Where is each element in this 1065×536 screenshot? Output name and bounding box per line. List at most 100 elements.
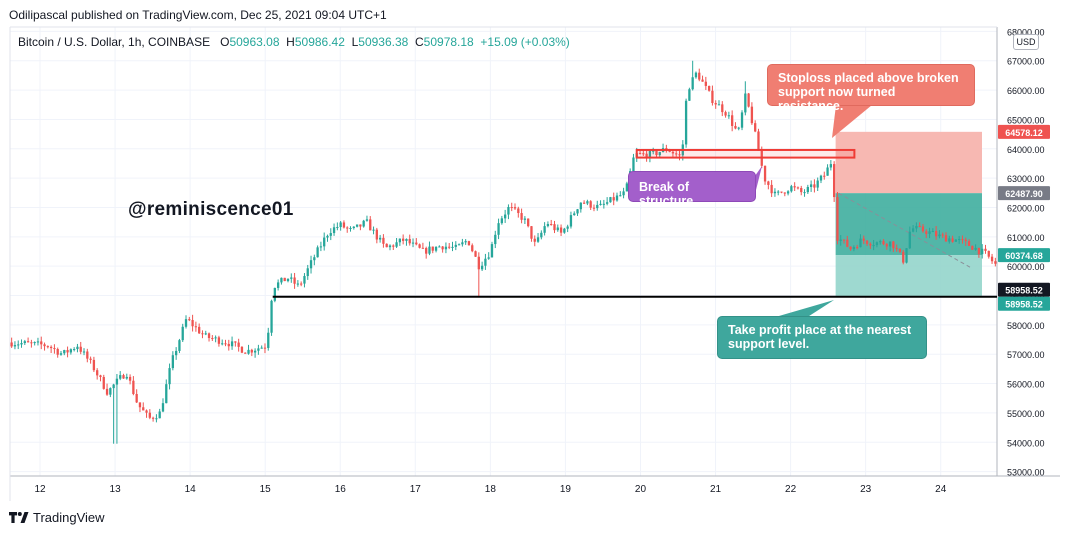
candle-body: [612, 197, 615, 201]
candle-body: [586, 201, 589, 204]
high-label: H: [286, 35, 295, 49]
candle-body: [49, 346, 53, 349]
low-value: 50936.38: [358, 35, 409, 49]
candle-body: [579, 202, 582, 210]
close-value: 50978.18: [423, 35, 474, 49]
candle-body: [615, 195, 619, 201]
candle-body: [879, 241, 882, 243]
candle-body: [655, 150, 658, 156]
candle-body: [171, 355, 175, 369]
candle-body: [852, 247, 856, 250]
candle-body: [767, 181, 770, 185]
candle-body: [155, 418, 158, 420]
candle-body: [691, 77, 694, 90]
candle-body: [513, 207, 517, 209]
candle-body: [464, 241, 467, 243]
candle-body: [688, 89, 691, 101]
candle-body: [737, 127, 740, 129]
candle-body: [119, 375, 122, 379]
time-tick-label: 24: [935, 484, 947, 495]
candle-body: [76, 346, 79, 350]
time-tick-label: 16: [335, 484, 347, 495]
candle-body: [777, 191, 780, 193]
candle-body: [520, 213, 523, 220]
candle-body: [303, 276, 306, 284]
candle-body: [987, 250, 990, 257]
candle-body: [388, 245, 392, 248]
candle-body: [234, 341, 237, 343]
candle-body: [507, 207, 510, 215]
candle-body: [300, 283, 303, 285]
candle-body: [484, 258, 487, 266]
candle-body: [158, 411, 161, 419]
candle-body: [823, 175, 826, 177]
candle-body: [355, 224, 359, 227]
candle-body: [684, 100, 688, 145]
price-tick-label: 66000.00: [1007, 86, 1045, 96]
candle-body: [977, 247, 981, 255]
time-tick-label: 18: [485, 484, 497, 495]
symbol-info-line: Bitcoin / U.S. Dollar, 1h, COINBASE O509…: [18, 35, 570, 49]
candle-body: [402, 238, 405, 241]
candle-body: [395, 242, 398, 247]
published-line: Odilipascal published on TradingView.com…: [9, 8, 387, 22]
candle-body: [842, 239, 846, 241]
candle-body: [112, 384, 115, 389]
candle-body: [964, 239, 967, 242]
candle-body: [365, 219, 369, 221]
candle-body: [431, 246, 434, 251]
broken-support-box: [635, 148, 856, 159]
candle-body: [734, 125, 737, 129]
candle-body: [839, 239, 842, 241]
candle-body: [99, 375, 102, 377]
candle-body: [905, 248, 908, 263]
candle-body: [803, 192, 806, 194]
candle-body: [510, 207, 513, 209]
candle-body: [326, 235, 329, 238]
symbol-name[interactable]: Bitcoin / U.S. Dollar, 1h, COINBASE: [18, 35, 211, 49]
candle-body: [694, 72, 698, 78]
candle-body: [780, 191, 783, 193]
candle-body: [721, 104, 724, 113]
price-tick-label: 58000.00: [1007, 321, 1045, 331]
candle-body: [102, 376, 105, 389]
candle-body: [477, 256, 480, 270]
candle-body: [494, 234, 497, 245]
candle-body: [480, 265, 484, 270]
candle-body: [961, 239, 964, 241]
candle-body: [382, 237, 385, 244]
price-tick-label: 60000.00: [1007, 262, 1045, 272]
candle-body: [553, 224, 556, 231]
candle-body: [33, 342, 36, 344]
candle-body: [869, 243, 872, 246]
candle-body: [471, 245, 474, 252]
tradingview-logo-icon: [9, 511, 29, 523]
candle-body: [362, 220, 365, 227]
candle-body: [806, 187, 809, 193]
candle-body: [826, 167, 829, 176]
candle-body: [576, 209, 579, 214]
price-tick-label: 55000.00: [1007, 409, 1045, 419]
currency-badge[interactable]: USD: [1013, 34, 1039, 50]
candle-body: [704, 81, 707, 86]
candle-body: [283, 277, 286, 282]
candle-body: [872, 245, 875, 247]
candle-body: [540, 232, 543, 238]
candle-body: [89, 358, 92, 360]
candle-body: [717, 104, 721, 106]
price-tick-label: 64000.00: [1007, 145, 1045, 155]
time-tick-label: 23: [860, 484, 872, 495]
candle-body: [744, 93, 747, 113]
candle-body: [902, 251, 905, 263]
candle-body: [921, 226, 925, 232]
candle-body: [747, 93, 750, 107]
price-tick-label: 53000.00: [1007, 468, 1045, 478]
candle-body: [543, 226, 546, 233]
footer-brand[interactable]: TradingView: [9, 510, 105, 525]
candle-body: [135, 393, 138, 403]
candle-body: [740, 112, 744, 128]
candle-body: [316, 247, 319, 258]
candle-body: [849, 246, 852, 250]
candle-body: [10, 342, 13, 347]
